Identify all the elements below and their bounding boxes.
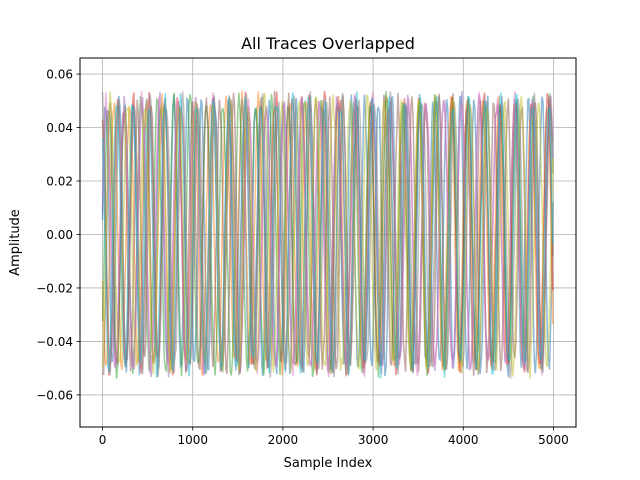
x-tick-label: 0 — [99, 433, 107, 447]
y-tick-label: −0.04 — [36, 335, 73, 349]
x-tick-label: 4000 — [448, 433, 479, 447]
y-tick-label: 0.04 — [46, 121, 73, 135]
y-tick-label: 0.00 — [46, 228, 73, 242]
y-tick-label: −0.02 — [36, 281, 73, 295]
x-axis-label: Sample Index — [284, 456, 373, 471]
y-axis-label: Amplitude — [8, 209, 23, 276]
plot-frame — [79, 57, 577, 428]
chart-title: All Traces Overlapped — [241, 34, 415, 53]
trace-line — [101, 91, 554, 379]
y-axis-ticks: −0.06 −0.04 −0.02 0.00 0.02 0.04 0.06 — [36, 68, 80, 402]
y-tick-label: −0.06 — [36, 388, 73, 402]
trace-line — [101, 90, 554, 379]
y-tick-label: 0.06 — [46, 68, 73, 82]
x-tick-label: 5000 — [538, 433, 569, 447]
trace-line — [101, 91, 554, 379]
y-tick-label: 0.02 — [46, 175, 73, 189]
traces — [101, 90, 554, 379]
x-tick-label: 1000 — [177, 433, 208, 447]
x-axis-ticks: 0 1000 2000 3000 4000 5000 — [99, 427, 569, 447]
x-tick-label: 3000 — [358, 433, 389, 447]
x-tick-label: 2000 — [268, 433, 299, 447]
